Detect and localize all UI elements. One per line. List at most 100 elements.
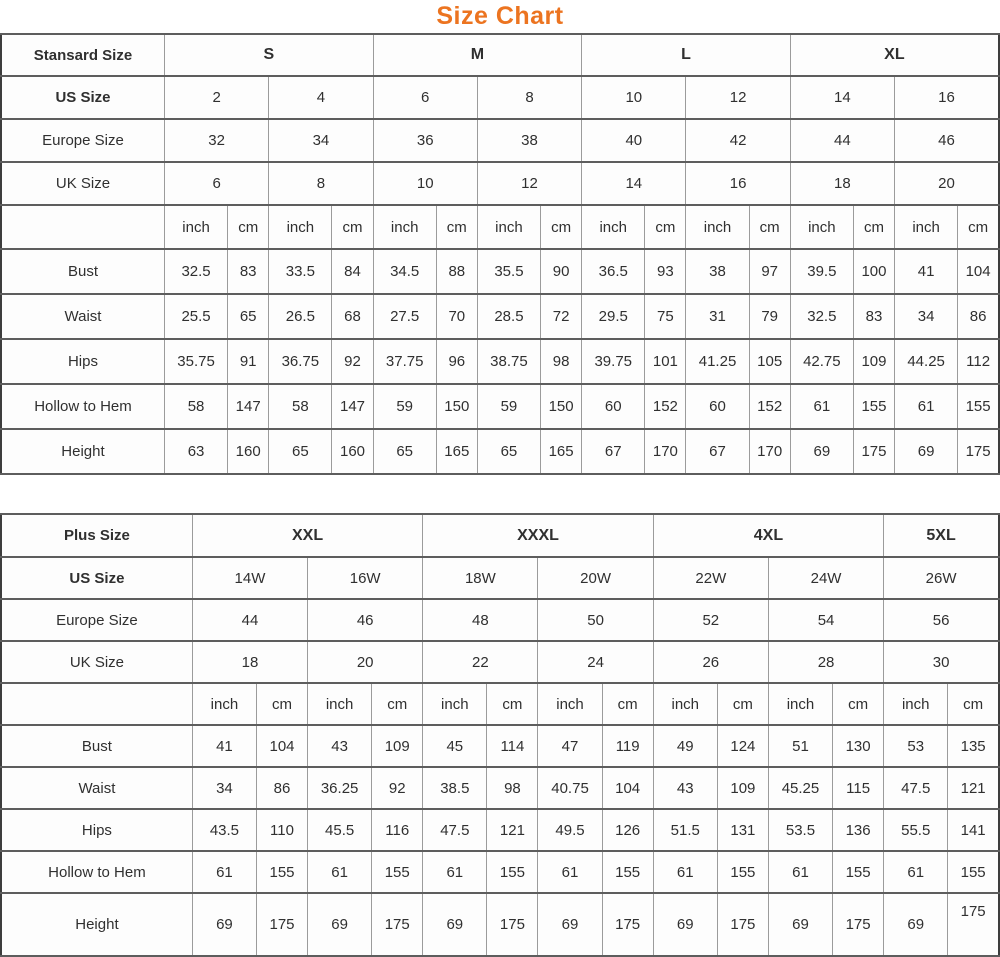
row-label: Bust — [0, 248, 165, 295]
measure-value-cell: 49 — [652, 724, 718, 768]
measure-value-cell: 60 — [581, 383, 646, 430]
measure-value-cell: 44.25 — [894, 338, 959, 385]
measure-value-cell: 72 — [540, 293, 583, 340]
measure-value-cell: 175 — [957, 428, 1000, 475]
measure-value-cell: 155 — [486, 850, 539, 894]
size-group-cell: 4XL — [652, 513, 885, 558]
row-label: UK Size — [0, 640, 193, 684]
size-value-cell: 14 — [789, 75, 896, 120]
measure-value-cell: 33.5 — [268, 248, 333, 295]
measure-value-cell: 116 — [371, 808, 424, 852]
size-value-cell: 30 — [883, 640, 1000, 684]
measure-value-cell: 35.5 — [476, 248, 542, 295]
size-value-cell: 26W — [883, 556, 1000, 600]
measure-value-cell: 130 — [832, 724, 885, 768]
size-group-cell: 5XL — [883, 513, 1000, 558]
unit-cell: cm — [601, 682, 654, 726]
size-value-cell: 46 — [307, 598, 424, 642]
size-value-cell: 18W — [422, 556, 539, 600]
measure-value-cell: 170 — [748, 428, 791, 475]
size-value-cell: 16 — [894, 75, 1000, 120]
measure-value-cell: 59 — [372, 383, 437, 430]
measure-value-cell: 65 — [227, 293, 270, 340]
measure-value-cell: 165 — [540, 428, 583, 475]
size-value-cell: 4 — [268, 75, 374, 120]
measure-value-cell: 43.5 — [191, 808, 257, 852]
unit-cell: inch — [652, 682, 718, 726]
unit-cell: cm — [947, 682, 1000, 726]
measure-value-cell: 84 — [331, 248, 374, 295]
measure-value-cell: 69 — [883, 892, 949, 957]
measure-value-cell: 175 — [601, 892, 654, 957]
row-label: UK Size — [0, 161, 165, 206]
size-value-cell: 38 — [476, 118, 583, 163]
table-corner-label: Stansard Size — [0, 33, 165, 77]
size-value-cell: 16W — [307, 556, 424, 600]
size-value-cell: 36 — [372, 118, 478, 163]
measure-value-cell: 160 — [331, 428, 374, 475]
measure-value-cell: 175 — [947, 892, 1000, 957]
measure-value-cell: 124 — [716, 724, 769, 768]
size-value-cell: 42 — [685, 118, 791, 163]
measure-value-cell: 58 — [268, 383, 333, 430]
measure-value-cell: 126 — [601, 808, 654, 852]
size-value-cell: 22 — [422, 640, 539, 684]
measure-value-cell: 131 — [716, 808, 769, 852]
size-value-cell: 24 — [537, 640, 654, 684]
unit-cell: inch — [767, 682, 834, 726]
size-value-cell: 24W — [767, 556, 885, 600]
size-value-cell: 12 — [476, 161, 583, 206]
unit-cell: inch — [883, 682, 949, 726]
measure-value-cell: 96 — [435, 338, 478, 385]
measure-value-cell: 69 — [789, 428, 854, 475]
size-group-cell: M — [372, 33, 583, 77]
measure-value-cell: 58 — [163, 383, 229, 430]
size-value-cell: 44 — [191, 598, 309, 642]
measure-value-cell: 150 — [435, 383, 478, 430]
measure-value-cell: 47.5 — [883, 766, 949, 810]
size-value-cell: 14W — [191, 556, 309, 600]
measure-value-cell: 165 — [435, 428, 478, 475]
measure-value-cell: 104 — [957, 248, 1000, 295]
measure-value-cell: 175 — [486, 892, 539, 957]
unit-cell: inch — [537, 682, 603, 726]
measure-value-cell: 38.5 — [422, 766, 488, 810]
measure-value-cell: 152 — [644, 383, 687, 430]
size-value-cell: 48 — [422, 598, 539, 642]
plus-size-table: Plus Size XXL XXXL 4XL 5XL US Size 14W 16W 18W 20… — [0, 513, 1000, 957]
measure-value-cell: 100 — [852, 248, 896, 295]
measure-value-cell: 155 — [601, 850, 654, 894]
size-value-cell: 6 — [372, 75, 478, 120]
row-label: Hips — [0, 808, 193, 852]
measure-value-cell: 34 — [894, 293, 959, 340]
measure-value-cell: 43 — [652, 766, 718, 810]
unit-cell: cm — [852, 204, 896, 250]
measure-value-cell: 41 — [894, 248, 959, 295]
unit-cell: cm — [331, 204, 374, 250]
measure-value-cell: 175 — [255, 892, 309, 957]
table-corner-label: Plus Size — [0, 513, 193, 558]
measure-value-cell: 155 — [947, 850, 1000, 894]
unit-cell: cm — [486, 682, 539, 726]
measure-value-cell: 147 — [331, 383, 374, 430]
measure-value-cell: 36.25 — [307, 766, 373, 810]
size-value-cell: 34 — [268, 118, 374, 163]
measure-value-cell: 110 — [255, 808, 309, 852]
measure-value-cell: 45 — [422, 724, 488, 768]
unit-cell: cm — [644, 204, 687, 250]
size-group-cell: L — [581, 33, 791, 77]
measure-value-cell: 38 — [685, 248, 750, 295]
measure-value-cell: 155 — [255, 850, 309, 894]
measure-value-cell: 109 — [852, 338, 896, 385]
unit-cell: inch — [894, 204, 959, 250]
measure-value-cell: 155 — [371, 850, 424, 894]
size-group-cell: XXXL — [422, 513, 654, 558]
measure-value-cell: 43 — [307, 724, 373, 768]
size-value-cell: 8 — [476, 75, 583, 120]
measure-value-cell: 97 — [748, 248, 791, 295]
measure-value-cell: 39.5 — [789, 248, 854, 295]
measure-value-cell: 92 — [371, 766, 424, 810]
measure-value-cell: 35.75 — [163, 338, 229, 385]
row-label: Height — [0, 428, 165, 475]
measure-value-cell: 79 — [748, 293, 791, 340]
